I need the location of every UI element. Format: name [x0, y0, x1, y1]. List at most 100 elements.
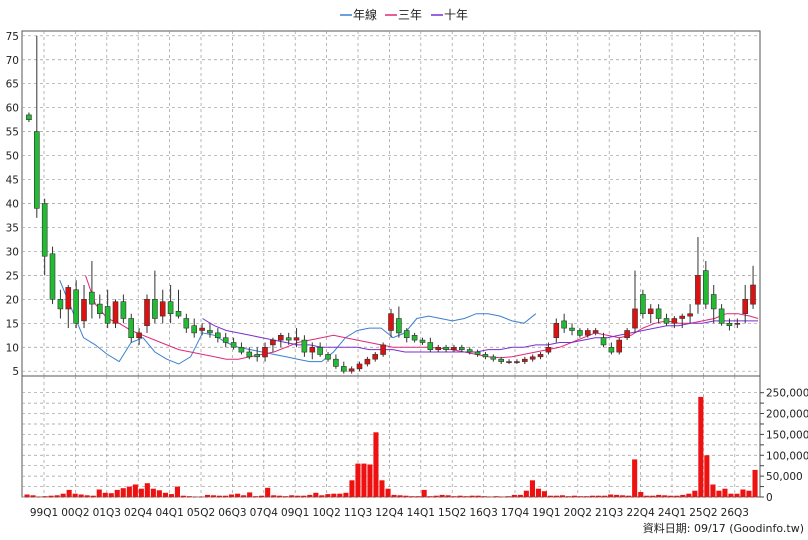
volume-bar	[584, 496, 590, 497]
volume-y-tick-label: 0	[766, 492, 773, 504]
volume-bar	[367, 464, 373, 497]
volume-bar	[307, 494, 313, 497]
x-tick-label: 12Q4	[375, 507, 404, 519]
candle-body	[104, 306, 111, 324]
candle-body	[112, 301, 119, 324]
candle-body	[419, 339, 426, 343]
candle-body	[498, 358, 505, 362]
candle-body	[262, 346, 268, 358]
candle-body	[89, 291, 95, 305]
volume-bar	[572, 495, 578, 497]
candle-body	[372, 354, 379, 360]
candle-body	[506, 361, 512, 363]
volume-bar	[277, 495, 283, 497]
x-tick-label: 25Q2	[689, 507, 717, 519]
legend-label-ten-year: 十年	[444, 8, 468, 22]
x-tick-label: 09Q1	[281, 507, 309, 519]
candle-body	[309, 346, 316, 353]
x-tick-label: 19Q1	[532, 507, 560, 519]
volume-bar	[138, 488, 144, 497]
candle-body	[584, 330, 591, 336]
candle-body	[529, 356, 536, 360]
candle-body	[340, 366, 347, 372]
candle-body	[301, 339, 308, 353]
volume-bar	[30, 495, 36, 497]
candle-body	[514, 361, 520, 363]
volume-bar	[247, 492, 253, 497]
candle-body	[411, 334, 418, 341]
x-axis: 99Q1 00Q2 01Q3 02Q4 04Q1 05Q2 06Q3 07Q4 09Q1 10Q2…	[30, 507, 749, 519]
candle-body	[695, 275, 701, 305]
volume-bar	[566, 496, 572, 497]
volume-bar	[740, 489, 746, 497]
candle-body	[230, 342, 237, 348]
volume-bar	[535, 488, 541, 497]
volume-bar	[54, 495, 60, 497]
candle-body	[136, 332, 142, 338]
candle-body	[592, 330, 599, 334]
candle-body	[427, 342, 434, 350]
volume-bar	[265, 487, 271, 497]
volume-bar	[746, 490, 752, 497]
volume-bar	[427, 496, 433, 497]
price-y-tick-label: 65	[6, 79, 19, 91]
candle-body	[521, 358, 528, 362]
candle-body	[647, 308, 654, 314]
candle-body	[742, 298, 749, 314]
volume-bar	[289, 495, 295, 497]
candle-body	[435, 346, 442, 350]
candle-body	[128, 318, 134, 339]
candle-body	[277, 334, 284, 341]
price-y-tick-label: 45	[6, 175, 19, 187]
candle-body	[561, 320, 567, 329]
volume-bar	[686, 493, 692, 497]
price-y-tick-label: 5	[12, 366, 19, 378]
volume-bar	[704, 455, 710, 497]
legend-label-yearly: 年線	[353, 7, 377, 22]
volume-bar	[331, 493, 337, 497]
candle-body	[687, 313, 693, 317]
candle-body	[624, 330, 630, 338]
x-tick-label: 17Q4	[501, 507, 530, 519]
volume-bar	[205, 494, 211, 497]
candle-body	[577, 330, 583, 336]
volume-bar	[668, 495, 674, 497]
candle-body	[663, 318, 670, 324]
candle-body	[333, 358, 339, 367]
price-y-tick-label: 30	[6, 246, 19, 258]
volume-bar	[180, 495, 186, 497]
volume-bar	[692, 490, 698, 497]
volume-bar	[397, 495, 403, 497]
volume-bar	[638, 492, 644, 497]
candle-body	[159, 301, 166, 317]
volume-bar	[373, 432, 379, 497]
x-tick-label: 15Q2	[438, 507, 466, 519]
volume-bar	[656, 494, 662, 497]
candle-body	[183, 318, 190, 329]
volume-bar	[313, 492, 319, 497]
candle-body	[718, 308, 725, 324]
volume-bar	[319, 495, 325, 497]
volume-bar	[445, 495, 451, 497]
x-tick-label: 22Q4	[626, 507, 655, 519]
candle-body	[285, 337, 292, 341]
candle-body	[246, 351, 253, 358]
volume-bar	[475, 495, 481, 497]
volume-bar	[421, 489, 427, 497]
volume-bar	[662, 495, 668, 497]
x-tick-label: 10Q2	[312, 507, 340, 519]
x-tick-label: 14Q1	[407, 507, 435, 519]
price-y-axis: 5 10 15 20 25 30 35 40 45 50 55 60 65 70 75	[6, 31, 19, 378]
volume-bar	[511, 494, 517, 497]
volume-bar	[439, 494, 445, 497]
volume-y-tick-label: 100,000	[766, 450, 808, 462]
candle-body	[388, 313, 394, 331]
candle-body	[702, 270, 709, 305]
volume-bar	[150, 488, 156, 497]
volume-bar	[223, 495, 229, 497]
volume-bar	[469, 495, 475, 497]
price-y-tick-label: 60	[6, 103, 19, 115]
volume-bar	[644, 495, 650, 497]
volume-bar	[66, 489, 72, 497]
